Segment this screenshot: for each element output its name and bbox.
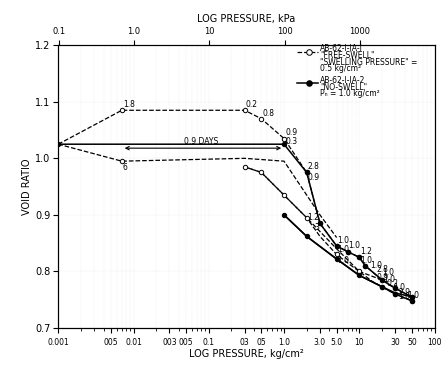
X-axis label: LOG PRESSURE, kPa: LOG PRESSURE, kPa — [197, 14, 296, 25]
Text: 0.9: 0.9 — [286, 129, 298, 138]
Text: 1.0: 1.0 — [349, 241, 361, 250]
Text: 0.3: 0.3 — [286, 137, 298, 146]
Point — [258, 170, 265, 176]
Text: 1.0: 1.0 — [383, 276, 396, 284]
Y-axis label: VOID RATIO: VOID RATIO — [22, 158, 32, 215]
Point — [118, 158, 125, 164]
Text: 0.2: 0.2 — [246, 100, 258, 109]
Point — [280, 212, 288, 218]
Point — [356, 254, 363, 261]
Point — [379, 284, 386, 290]
Point — [55, 141, 62, 147]
Text: 1.0: 1.0 — [370, 261, 382, 270]
Point — [333, 243, 340, 249]
Point — [333, 243, 340, 249]
Text: 1.0: 1.0 — [337, 256, 349, 265]
Point — [303, 233, 310, 239]
Text: 1.0: 1.0 — [393, 284, 405, 293]
Text: 1.0: 1.0 — [337, 245, 349, 254]
Point — [392, 291, 399, 297]
Text: 0.5 kg/cm²: 0.5 kg/cm² — [320, 64, 361, 74]
Point — [392, 291, 399, 297]
Point — [303, 170, 310, 176]
Text: "NO-SWELL": "NO-SWELL" — [320, 83, 367, 92]
Point — [392, 285, 399, 291]
Text: 1.2: 1.2 — [360, 247, 372, 256]
Point — [280, 192, 288, 198]
Point — [362, 263, 369, 269]
Point — [356, 268, 363, 274]
Point — [118, 107, 125, 113]
Text: "SWELLING PRESSURE" =: "SWELLING PRESSURE" = — [320, 58, 418, 67]
Text: AB-62-I-IA-I: AB-62-I-IA-I — [320, 44, 363, 53]
Point — [344, 249, 351, 255]
Point — [379, 277, 386, 283]
Point — [333, 251, 340, 257]
Text: AB-62-I-IA-2: AB-62-I-IA-2 — [320, 76, 365, 85]
Point — [258, 116, 265, 122]
X-axis label: LOG PRESSURE, kg/cm²: LOG PRESSURE, kg/cm² — [189, 349, 304, 360]
Point — [356, 254, 363, 261]
Text: 1.0: 1.0 — [398, 292, 410, 301]
Text: Pₙ = 1.0 kg/cm²: Pₙ = 1.0 kg/cm² — [320, 89, 380, 98]
Point — [408, 298, 415, 304]
Text: 2.8: 2.8 — [377, 265, 388, 274]
Text: 1.0: 1.0 — [360, 256, 372, 265]
Text: 1.0: 1.0 — [382, 268, 394, 277]
Point — [408, 298, 415, 304]
Text: 1.8: 1.8 — [123, 100, 135, 109]
Point — [303, 170, 310, 176]
Point — [241, 107, 248, 113]
Text: 0.2: 0.2 — [387, 279, 399, 288]
Text: 2.9: 2.9 — [398, 288, 410, 297]
Point — [379, 284, 386, 290]
Point — [408, 294, 415, 300]
Text: 3: 3 — [314, 223, 319, 232]
Text: 1.2: 1.2 — [307, 213, 319, 222]
Text: 2.8: 2.8 — [307, 162, 319, 171]
Text: 0.9: 0.9 — [377, 273, 389, 282]
Text: 1.0: 1.0 — [337, 236, 349, 245]
Point — [241, 164, 248, 170]
Text: 0.9: 0.9 — [307, 173, 319, 182]
Point — [344, 249, 351, 255]
Point — [303, 215, 310, 221]
Point — [333, 256, 340, 262]
Point — [280, 141, 288, 147]
Point — [356, 272, 363, 278]
Text: "FREE-SWELL": "FREE-SWELL" — [320, 51, 375, 60]
Point — [408, 294, 415, 300]
Point — [316, 220, 323, 226]
Point — [379, 277, 386, 283]
Point — [392, 285, 399, 291]
Point — [362, 263, 369, 269]
Point — [316, 220, 323, 226]
Point — [280, 136, 288, 142]
Text: 0.9 DAYS: 0.9 DAYS — [184, 138, 219, 146]
Text: 6: 6 — [123, 163, 128, 172]
Text: 0.8: 0.8 — [262, 109, 274, 118]
Text: 1.0: 1.0 — [407, 291, 419, 300]
